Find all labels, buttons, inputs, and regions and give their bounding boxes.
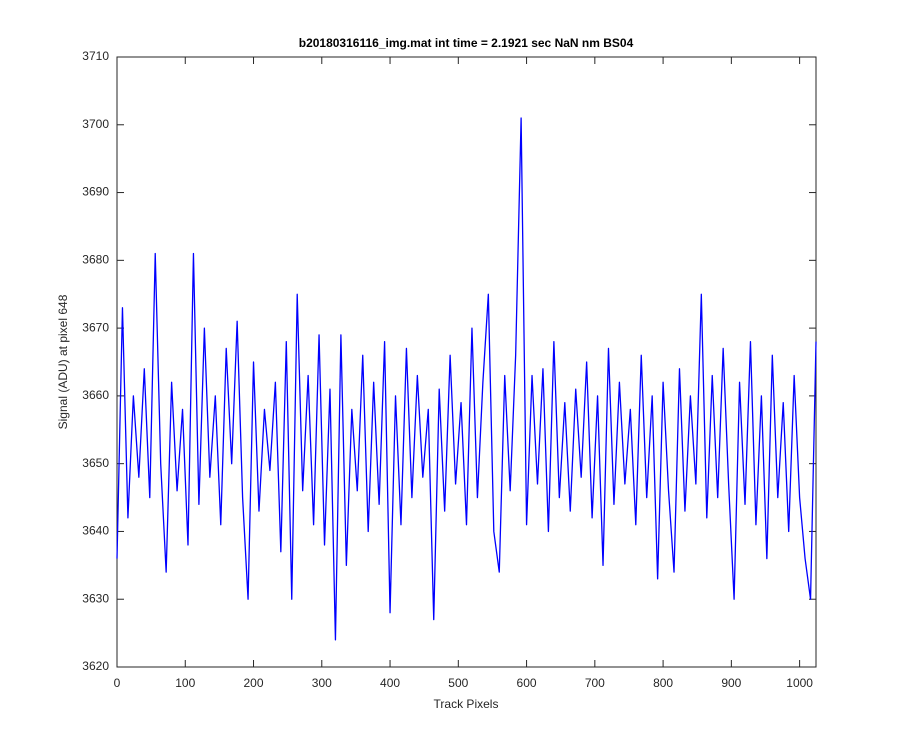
x-tick-label: 500: [448, 676, 468, 690]
y-tick-label: 3680: [82, 253, 109, 267]
x-tick-label: 100: [175, 676, 195, 690]
y-tick-label: 3700: [82, 117, 109, 131]
x-tick-label: 800: [653, 676, 673, 690]
x-axis-label: Track Pixels: [434, 697, 499, 711]
y-tick-label: 3670: [82, 320, 109, 334]
y-tick-label: 3640: [82, 524, 109, 538]
y-tick-label: 3690: [82, 185, 109, 199]
x-tick-label: 200: [244, 676, 264, 690]
y-tick-label: 3660: [82, 388, 109, 402]
data-line: [116, 117, 817, 641]
y-axis-label: Signal (ADU) at pixel 648: [56, 294, 70, 429]
x-tick-label: 700: [585, 676, 605, 690]
y-tick-label: 3620: [82, 659, 109, 673]
y-tick-label: 3650: [82, 456, 109, 470]
x-tick-label: 300: [312, 676, 332, 690]
x-tick-label: 600: [517, 676, 537, 690]
x-tick-label: 0: [114, 676, 121, 690]
y-tick-label: 3630: [82, 591, 109, 605]
y-tick-label: 3710: [82, 49, 109, 63]
x-tick-label: 400: [380, 676, 400, 690]
x-tick-label: 900: [721, 676, 741, 690]
chart-title: b20180316116_img.mat int time = 2.1921 s…: [299, 36, 634, 50]
x-tick-label: 1000: [786, 676, 813, 690]
